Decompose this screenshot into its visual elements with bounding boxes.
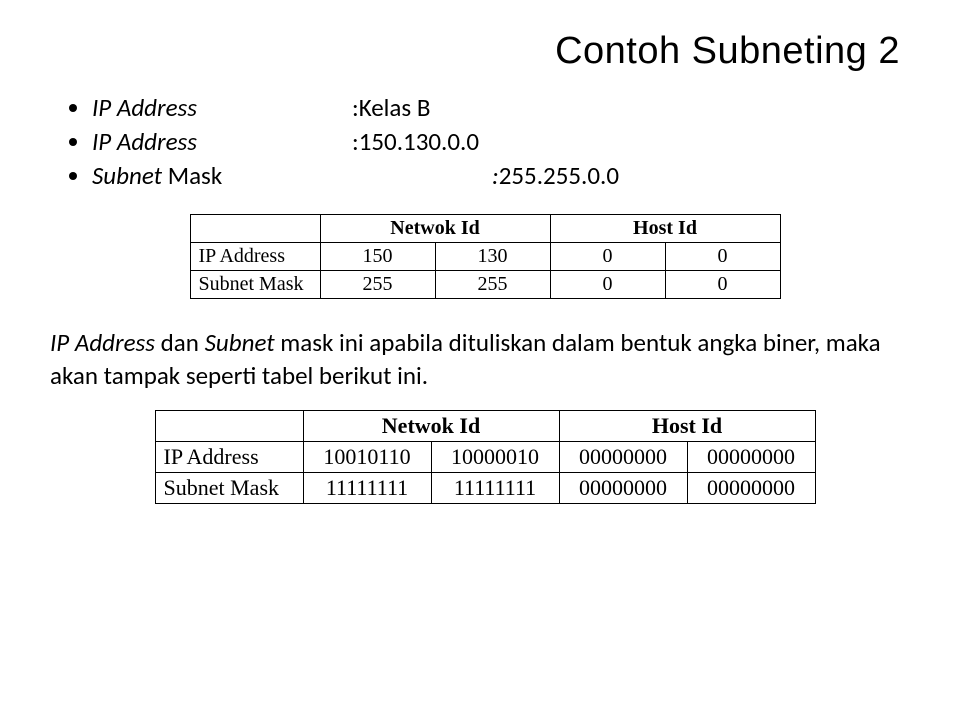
info-sep: : — [492, 159, 499, 193]
info-label: IP Address — [92, 91, 352, 125]
info-sep: : — [352, 91, 359, 125]
info-value: 150.130.0.0 — [359, 125, 479, 159]
info-bullet-list: IP Address: Kelas B IP Address: 150.130.… — [70, 91, 920, 192]
cell: 0 — [665, 243, 780, 271]
table-row: Subnet Mask 11111111 11111111 00000000 0… — [155, 473, 815, 504]
decimal-table: Netwok Id Host Id IP Address 150 130 0 0… — [190, 214, 781, 299]
binary-table: Netwok Id Host Id IP Address 10010110 10… — [155, 410, 816, 504]
info-item-subnet-mask: Subnet Mask: 255.255.0.0 — [92, 159, 920, 193]
page-title: Contoh Subneting 2 — [50, 30, 900, 73]
cell: 255 — [320, 271, 435, 299]
para-italic: Subnet — [205, 327, 275, 358]
info-value: 255.255.0.0 — [499, 159, 619, 193]
explanation-paragraph: IP Address dan Subnet mask ini apabila d… — [50, 327, 910, 392]
cell: 11111111 — [431, 473, 559, 504]
cell: 00000000 — [687, 473, 815, 504]
cell: 0 — [665, 271, 780, 299]
cell: 150 — [320, 243, 435, 271]
table-header-row: Netwok Id Host Id — [155, 411, 815, 442]
cell: 255 — [435, 271, 550, 299]
row-label: IP Address — [155, 442, 303, 473]
table-header-network-id: Netwok Id — [320, 215, 550, 243]
info-label: IP Address — [92, 125, 352, 159]
cell: 00000000 — [559, 442, 687, 473]
para-italic: IP Address — [50, 327, 155, 358]
table-row: Subnet Mask 255 255 0 0 — [190, 271, 780, 299]
cell: 00000000 — [559, 473, 687, 504]
row-label: Subnet Mask — [190, 271, 320, 299]
table-header-row: Netwok Id Host Id — [190, 215, 780, 243]
info-sep: : — [352, 125, 359, 159]
info-label-italic: Subnet — [92, 160, 162, 191]
table-header-blank — [190, 215, 320, 243]
table-row: IP Address 10010110 10000010 00000000 00… — [155, 442, 815, 473]
decimal-table-wrap: Netwok Id Host Id IP Address 150 130 0 0… — [50, 214, 920, 299]
table-header-host-id: Host Id — [550, 215, 780, 243]
info-item-ip-address: IP Address: 150.130.0.0 — [92, 125, 920, 159]
info-item-ip-class: IP Address: Kelas B — [92, 91, 920, 125]
table-row: IP Address 150 130 0 0 — [190, 243, 780, 271]
binary-table-wrap: Netwok Id Host Id IP Address 10010110 10… — [50, 410, 920, 504]
info-label: Subnet Mask — [92, 159, 492, 193]
cell: 0 — [550, 271, 665, 299]
table-header-host-id: Host Id — [559, 411, 815, 442]
para-text: dan — [155, 327, 205, 358]
row-label: Subnet Mask — [155, 473, 303, 504]
row-label: IP Address — [190, 243, 320, 271]
info-value: Kelas B — [359, 91, 431, 125]
cell: 11111111 — [303, 473, 431, 504]
table-header-network-id: Netwok Id — [303, 411, 559, 442]
cell: 130 — [435, 243, 550, 271]
cell: 00000000 — [687, 442, 815, 473]
table-header-blank — [155, 411, 303, 442]
cell: 10010110 — [303, 442, 431, 473]
cell: 0 — [550, 243, 665, 271]
cell: 10000010 — [431, 442, 559, 473]
info-label-plain: Mask — [162, 160, 222, 191]
